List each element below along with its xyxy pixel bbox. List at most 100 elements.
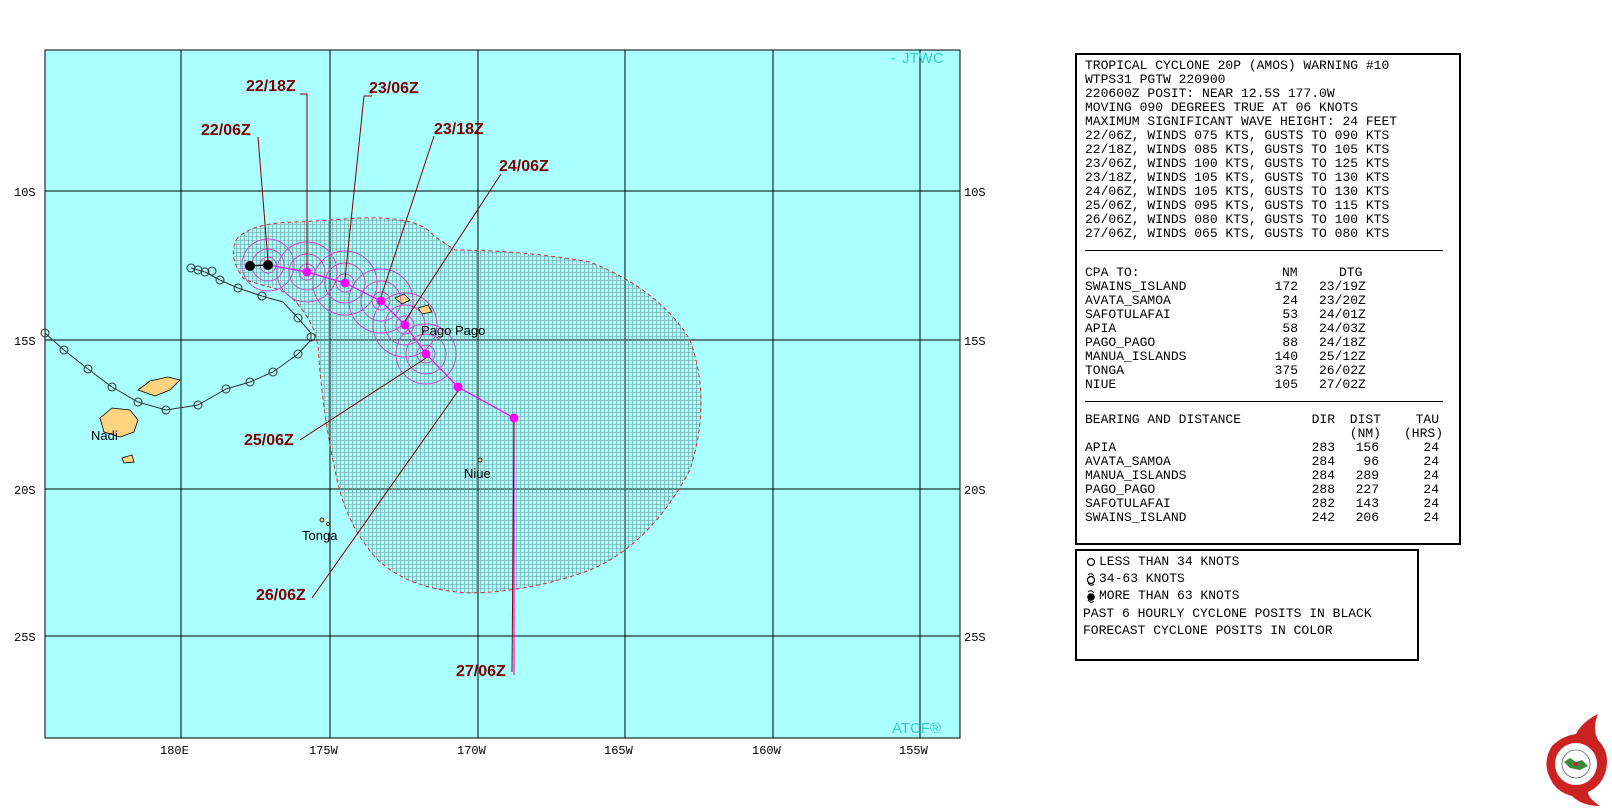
bearing-place: SAFOTULAFAI <box>1085 496 1171 511</box>
historical-track-west <box>40 263 316 415</box>
forecast-label: 23/18Z <box>434 121 484 138</box>
legend-note: FORECAST CYCLONE POSITS IN COLOR <box>1083 623 1333 638</box>
bearing-title: BEARING AND DISTANCE <box>1085 412 1242 427</box>
cpa-title: CPA TO: <box>1085 265 1140 280</box>
lat-label-left: 25S <box>14 631 36 645</box>
legend-note: PAST 6 HOURLY CYCLONE POSITS IN BLACK <box>1083 606 1372 621</box>
cpa-place: MANUA_ISLANDS <box>1085 349 1187 364</box>
current-position-point <box>263 260 273 270</box>
cpa-dtg: 24/01Z <box>1319 307 1366 322</box>
bearing-dir: 282 <box>1311 496 1335 511</box>
lon-label: 170W <box>457 744 487 758</box>
place-label-nadi: Nadi <box>91 428 118 443</box>
atcf-tag: ATCF® <box>892 720 941 737</box>
warning-text-box: TROPICAL CYCLONE 20P (AMOS) WARNING #10 … <box>1075 53 1461 545</box>
forecast-point-23-18z <box>376 296 386 306</box>
legend-item-label: MORE THAN 63 KNOTS <box>1099 588 1240 603</box>
bearing-dir: 283 <box>1311 440 1335 455</box>
bearing-place: AVATA_SAMOA <box>1085 454 1171 469</box>
viti-levu-island <box>99 407 139 438</box>
lat-label-right: 25S <box>964 631 986 645</box>
cpa-nm: 24 <box>1282 293 1298 308</box>
bearing-tau: 24 <box>1423 468 1439 483</box>
cyclone-track-map: 10S 15S 20S 25S 10S 15S 20S 25S 180E 175… <box>14 49 986 758</box>
forecast-point-24-06z <box>400 320 410 330</box>
forecast-label: 23/06Z <box>369 80 419 97</box>
bearing-dist: 206 <box>1355 510 1379 525</box>
bearing-tau: 24 <box>1423 454 1439 469</box>
cpa-dtg: 24/03Z <box>1319 321 1366 336</box>
cpa-col-dtg: DTG <box>1339 265 1363 280</box>
cpa-nm: 88 <box>1282 335 1298 350</box>
place-label-niue: Niue <box>464 466 491 481</box>
forecast-label: 24/06Z <box>499 158 549 175</box>
bearing-dir: 288 <box>1311 482 1335 497</box>
lat-label-right: 15S <box>964 335 986 349</box>
cpa-dtg: 25/12Z <box>1319 349 1366 364</box>
bearing-tau: 24 <box>1423 440 1439 455</box>
bearing-col-dist: DIST <box>1349 412 1381 427</box>
warning-line: 22/18Z, WINDS 085 KTS, GUSTS TO 105 KTS <box>1085 142 1390 157</box>
open-circle-icon <box>1086 557 1096 567</box>
cpa-place: SAFOTULAFAI <box>1085 307 1171 322</box>
vanua-levu-island <box>137 376 181 397</box>
bearing-col-dist-unit: (NM) <box>1349 426 1381 441</box>
jtwc-tag: JTWC <box>902 50 944 67</box>
cpa-dtg: 26/02Z <box>1319 363 1366 378</box>
cpa-nm: 53 <box>1282 307 1298 322</box>
section-divider <box>1085 401 1443 402</box>
warning-line: 25/06Z, WINDS 095 KTS, GUSTS TO 115 KTS <box>1085 198 1390 213</box>
forecast-point-26-06z <box>453 382 463 392</box>
cpa-nm: 140 <box>1274 349 1298 364</box>
past-position-point <box>245 261 255 271</box>
forecast-label: 22/18Z <box>246 78 296 95</box>
lat-label-left: 10S <box>14 186 36 200</box>
bearing-place: APIA <box>1085 440 1117 455</box>
cpa-place: TONGA <box>1085 363 1125 378</box>
bearing-col-tau-unit: (HRS) <box>1403 426 1443 441</box>
cpa-col-nm: NM <box>1282 265 1298 280</box>
wind-radii-circles <box>241 238 457 385</box>
warning-line: 24/06Z, WINDS 105 KTS, GUSTS TO 130 KTS <box>1085 184 1390 199</box>
lon-label: 175W <box>309 744 339 758</box>
bearing-dist: 96 <box>1363 454 1379 469</box>
savaii-island <box>394 293 411 305</box>
lat-label-left: 15S <box>14 335 36 349</box>
bearing-dir: 284 <box>1311 468 1335 483</box>
cpa-dtg: 23/19Z <box>1319 279 1366 294</box>
lon-label: 160W <box>752 744 782 758</box>
warning-line: 22/06Z, WINDS 075 KTS, GUSTS TO 090 KTS <box>1085 128 1390 143</box>
forecast-point-27-06z <box>509 413 519 423</box>
bearing-tau: 24 <box>1423 482 1439 497</box>
cpa-place: PAGO_PAGO <box>1085 335 1156 350</box>
forecast-positions <box>302 267 519 423</box>
bearing-place: SWAINS_ISLAND <box>1085 510 1187 525</box>
lon-label: 155W <box>899 744 929 758</box>
warning-line: TROPICAL CYCLONE 20P (AMOS) WARNING #10 <box>1085 58 1390 73</box>
cpa-dtg: 27/02Z <box>1319 377 1366 392</box>
lat-label-left: 20S <box>14 484 36 498</box>
past-positions <box>245 260 273 271</box>
warning-line: MAXIMUM SIGNIFICANT WAVE HEIGHT: 24 FEET <box>1085 114 1398 129</box>
warning-line: 26/06Z, WINDS 080 KTS, GUSTS TO 100 KTS <box>1085 212 1390 227</box>
lat-label-right: 10S <box>964 186 986 200</box>
forecast-point-22-18z <box>302 267 312 277</box>
forecast-label: 22/06Z <box>201 122 251 139</box>
cpa-nm: 172 <box>1274 279 1298 294</box>
warning-line: 27/06Z, WINDS 065 KTS, GUSTS TO 080 KTS <box>1085 226 1390 241</box>
bearing-dir: 242 <box>1311 510 1335 525</box>
forecast-label: 25/06Z <box>244 432 294 449</box>
forecast-point-25-06z <box>421 349 431 359</box>
land-masses <box>99 293 483 526</box>
warning-line: WTPS31 PGTW 220900 <box>1085 72 1226 87</box>
warning-line: 23/06Z, WINDS 100 KTS, GUSTS TO 125 KTS <box>1085 156 1390 171</box>
place-label-pago-pago: Pago Pago <box>421 323 485 338</box>
warning-line: MOVING 090 DEGREES TRUE AT 06 KNOTS <box>1085 100 1359 115</box>
warning-line: 23/18Z, WINDS 105 KTS, GUSTS TO 130 KTS <box>1085 170 1390 185</box>
warning-line: 220600Z POSIT: NEAR 12.5S 177.0W <box>1085 86 1335 101</box>
lau-islands <box>121 454 135 464</box>
jtwc-seal-logo <box>1546 714 1607 806</box>
legend-item-label: 34-63 KNOTS <box>1099 571 1185 586</box>
lon-label: 180E <box>160 744 189 758</box>
bearing-place: MANUA_ISLANDS <box>1085 468 1187 483</box>
